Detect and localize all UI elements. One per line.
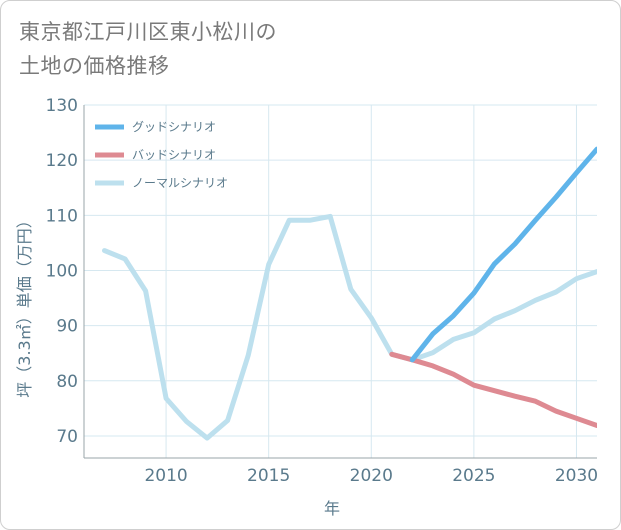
y-tick-label: 130 (46, 96, 78, 116)
y-tick-label: 120 (46, 151, 78, 171)
chart-title-line-2: 土地の価格推移 (19, 54, 170, 78)
legend-label: グッドシナリオ (132, 120, 216, 134)
series-line-0 (409, 146, 597, 363)
y-axis-label: 坪（3.3㎡）単価（万円） (15, 212, 34, 397)
x-tick-label: 2015 (247, 466, 290, 486)
legend-label: ノーマルシナリオ (132, 176, 228, 190)
y-tick-label: 100 (46, 261, 78, 281)
series-lines (102, 146, 597, 441)
series-line-1 (389, 351, 597, 428)
chart-title: 東京都江戸川区東小松川の 土地の価格推移 (19, 15, 277, 83)
y-tick-label: 80 (56, 372, 78, 392)
chart-title-line-1: 東京都江戸川区東小松川の (19, 20, 277, 44)
x-tick-label: 2025 (452, 466, 495, 486)
y-tick-label: 110 (46, 206, 78, 226)
x-axis-label: 年 (324, 499, 340, 518)
y-tick-label: 70 (56, 427, 78, 447)
y-tick-label: 90 (56, 317, 78, 337)
x-tick-label: 2010 (144, 466, 187, 486)
legend-label: バッドシナリオ (132, 148, 216, 162)
x-tick-label: 2030 (555, 466, 598, 486)
series-line-2 (102, 213, 597, 441)
axes: 70 80 90 100 110 120 130 2010 2015 2020 2025 2030 (46, 96, 599, 486)
x-tick-label: 2020 (350, 466, 393, 486)
